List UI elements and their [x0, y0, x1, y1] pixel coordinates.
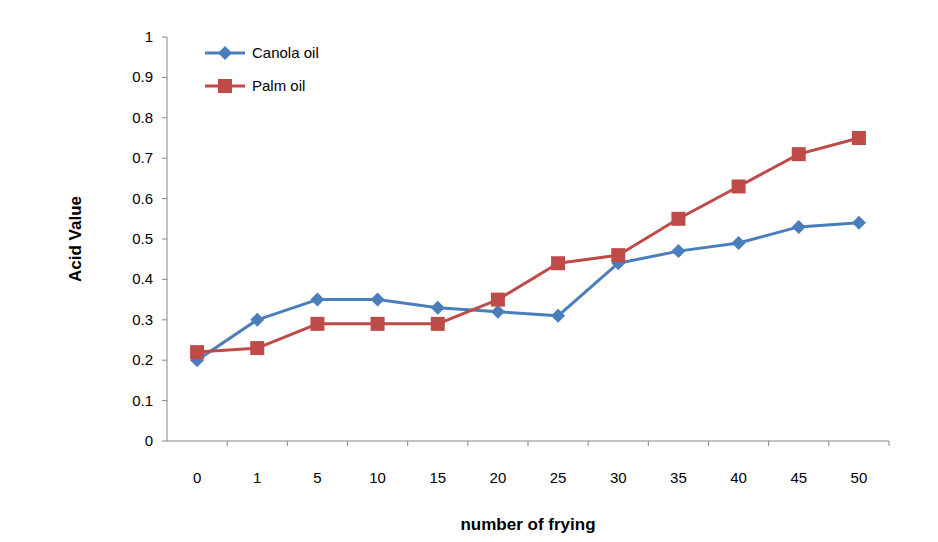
- x-tick-label: 15: [429, 469, 446, 486]
- marker: [732, 179, 746, 193]
- series-line: [197, 138, 859, 352]
- x-tick: [708, 441, 709, 446]
- y-tick-label: 0: [145, 432, 153, 449]
- marker: [551, 256, 565, 270]
- x-tick-label: 5: [313, 469, 321, 486]
- marker: [551, 309, 565, 323]
- x-tick: [407, 441, 408, 446]
- marker: [431, 301, 445, 315]
- x-tick-label: 10: [369, 469, 386, 486]
- marker: [310, 293, 324, 307]
- y-tick: [162, 239, 167, 240]
- y-tick: [162, 400, 167, 401]
- marker: [671, 244, 685, 258]
- marker: [732, 236, 746, 250]
- marker: [310, 317, 324, 331]
- y-tick-label: 0.1: [132, 392, 153, 409]
- background: [0, 0, 938, 542]
- x-tick-label: 30: [610, 469, 627, 486]
- y-tick: [162, 198, 167, 199]
- x-tick-label: 0: [193, 469, 201, 486]
- marker: [190, 345, 204, 359]
- marker: [250, 313, 264, 327]
- marker: [250, 341, 264, 355]
- marker: [792, 220, 806, 234]
- x-tick: [528, 441, 529, 446]
- y-tick: [162, 441, 167, 442]
- y-tick-label: 1: [145, 28, 153, 45]
- marker: [491, 293, 505, 307]
- marker: [491, 305, 505, 319]
- x-tick: [588, 441, 589, 446]
- series-line: [197, 223, 859, 360]
- y-tick-label: 0.3: [132, 311, 153, 328]
- x-tick: [648, 441, 649, 446]
- y-tick-label: 0.5: [132, 230, 153, 247]
- x-tick: [287, 441, 288, 446]
- x-tick-label: 45: [790, 469, 807, 486]
- marker: [792, 147, 806, 161]
- legend-label: Canola oil: [252, 44, 319, 61]
- y-tick: [162, 360, 167, 361]
- x-tick: [889, 441, 890, 446]
- plot-area: [190, 131, 866, 367]
- x-tick: [768, 441, 769, 446]
- y-tick: [162, 319, 167, 320]
- y-tick-label: 0.4: [132, 270, 153, 287]
- y-axis-title: Acid Value: [66, 196, 85, 282]
- x-tick-label: 20: [490, 469, 507, 486]
- marker: [611, 248, 625, 262]
- y-tick-label: 0.6: [132, 190, 153, 207]
- marker: [852, 216, 866, 230]
- y-tick: [162, 37, 167, 38]
- legend-label: Palm oil: [252, 77, 305, 94]
- x-tick: [467, 441, 468, 446]
- x-tick-label: 35: [670, 469, 687, 486]
- legend-marker: [218, 79, 232, 93]
- y-tick-label: 0.2: [132, 351, 153, 368]
- x-tick: [828, 441, 829, 446]
- x-tick-label: 40: [730, 469, 747, 486]
- marker: [371, 317, 385, 331]
- x-tick-label: 1: [253, 469, 261, 486]
- x-tick: [347, 441, 348, 446]
- legend-marker: [218, 46, 232, 60]
- x-axis-title: number of frying: [460, 515, 595, 534]
- marker: [671, 212, 685, 226]
- chart: 00.10.20.30.40.50.60.70.80.9101510152025…: [0, 0, 938, 542]
- y-tick: [162, 117, 167, 118]
- marker: [371, 293, 385, 307]
- y-tick-label: 0.7: [132, 149, 153, 166]
- x-tick-label: 25: [550, 469, 567, 486]
- y-tick: [162, 77, 167, 78]
- y-tick: [162, 279, 167, 280]
- y-tick-label: 0.8: [132, 109, 153, 126]
- x-tick-label: 50: [851, 469, 868, 486]
- x-tick: [227, 441, 228, 446]
- y-tick-label: 0.9: [132, 68, 153, 85]
- y-tick: [162, 158, 167, 159]
- marker: [431, 317, 445, 331]
- legend: Canola oil Palm oil: [205, 44, 319, 94]
- marker: [852, 131, 866, 145]
